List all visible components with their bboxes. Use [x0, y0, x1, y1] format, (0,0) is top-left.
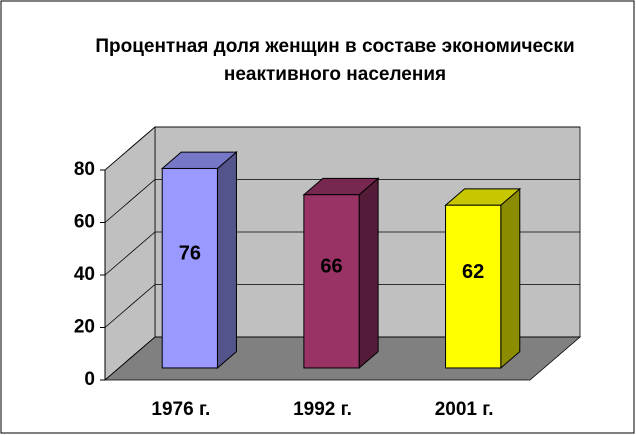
bar-side	[216, 151, 237, 370]
y-tick-label: 40	[74, 264, 95, 285]
grid-line	[104, 126, 580, 171]
y-tick-label: 20	[74, 317, 95, 338]
data-label: 62	[462, 261, 484, 283]
x-tick-label: 1976 г.	[151, 399, 210, 420]
y-tick-label: 60	[74, 212, 95, 233]
plot: 0 20 40 60 80 76 1976 г. 66 1992 г. 62 2001 г.	[74, 126, 582, 420]
data-label: 76	[179, 242, 201, 264]
grid-line	[104, 336, 580, 381]
x-tick-label: 1992 г.	[293, 399, 352, 420]
chart-title: Процентная доля женщин в составе экономи…	[95, 36, 575, 85]
bar-side	[358, 177, 379, 370]
bar-side	[500, 187, 521, 370]
grid-line	[104, 284, 580, 328]
x-tick-label: 2001 г.	[435, 399, 494, 420]
bar	[303, 194, 360, 369]
y-tick-label: 80	[74, 159, 95, 180]
grid-line	[104, 231, 580, 276]
y-tick-label: 0	[84, 369, 95, 390]
data-label: 66	[320, 256, 342, 278]
grid-line	[104, 179, 580, 223]
bar	[445, 204, 502, 369]
bar	[161, 167, 218, 369]
